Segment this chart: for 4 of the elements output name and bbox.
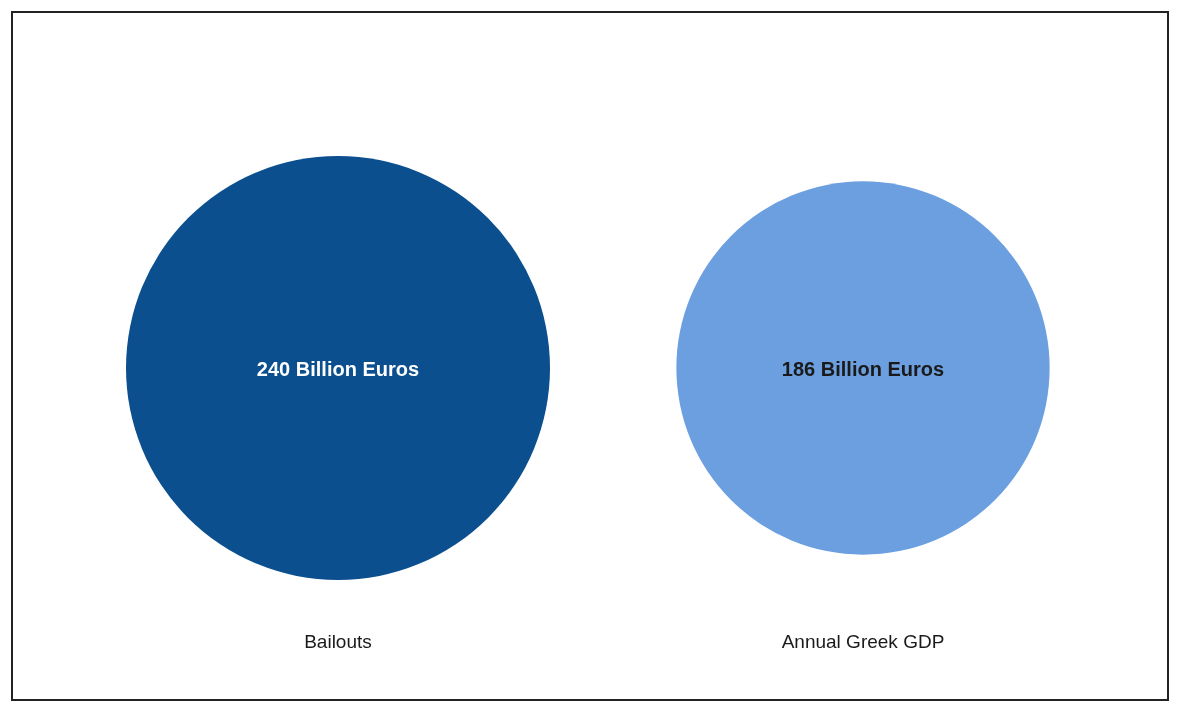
data-label: 186 Billion Euros <box>781 358 945 380</box>
category-label: Annual Greek GDP <box>781 631 945 652</box>
data-label: 240 Billion Euros <box>256 358 420 380</box>
category-label: Bailouts <box>304 631 372 652</box>
